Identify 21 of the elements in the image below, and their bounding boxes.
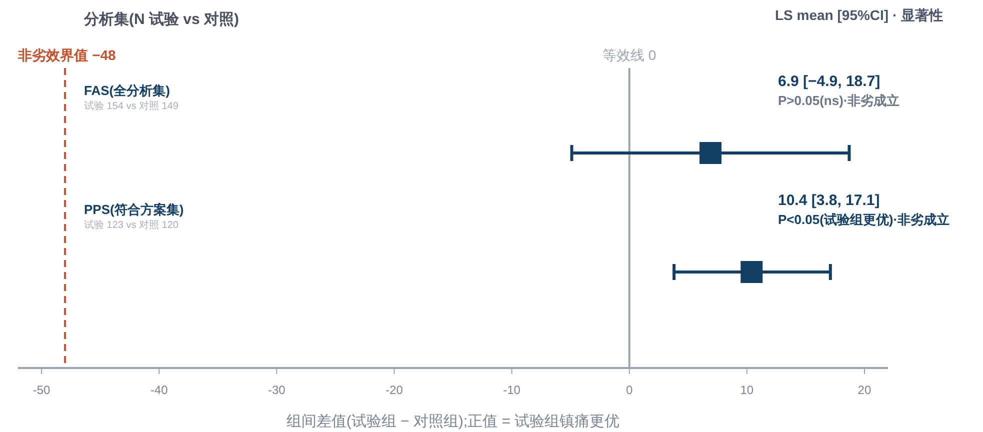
x-tick-label: -30 xyxy=(268,383,286,397)
chart-title: 分析集(N 试验 vs 对照) xyxy=(83,11,240,28)
y-tick-label: PPS(符合方案集) xyxy=(84,202,184,217)
y-tick-label: FAS(全分析集) xyxy=(84,83,170,98)
annotation: P>0.05(ns)·非劣成立 xyxy=(778,93,900,108)
x-axis-title: 组间差值(试验组 − 对照组);正值 = 试验组镇痛更优 xyxy=(286,413,620,430)
x-tick-label: 20 xyxy=(858,383,872,397)
x-tick-label: -40 xyxy=(150,383,168,397)
ref-line-label: 非劣效界值 −48 xyxy=(17,47,116,63)
x-tick-label: -10 xyxy=(503,383,521,397)
text: LS mean [95%CI] · 显著性 xyxy=(775,7,944,23)
ref-line-label: 等效线 0 xyxy=(602,47,656,63)
x-tick-label: 10 xyxy=(740,383,754,397)
x-tick-label: -20 xyxy=(386,383,404,397)
annotation: P<0.05(试验组更优)·非劣成立 xyxy=(778,212,950,227)
annotation: 10.4 [3.8, 17.1] xyxy=(778,192,880,209)
annotation: 6.9 [−4.9, 18.7] xyxy=(778,73,880,90)
annotation: 试验 154 vs 对照 149 xyxy=(84,100,179,112)
annotation: 试验 123 vs 对照 120 xyxy=(84,219,179,231)
x-tick-label: 0 xyxy=(626,383,634,397)
x-tick-label: -50 xyxy=(32,383,51,397)
